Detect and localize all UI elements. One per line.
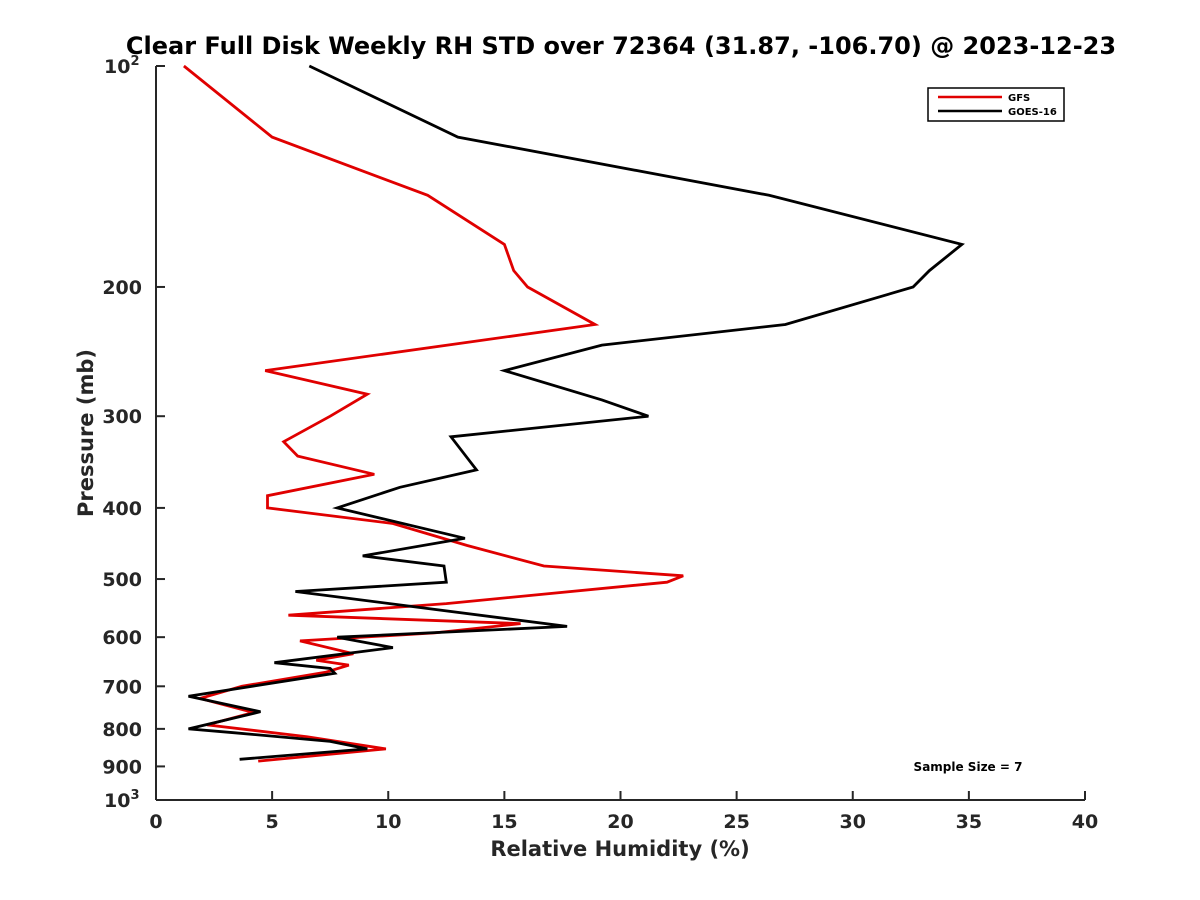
series-line-goes16 <box>188 64 965 761</box>
y-tick-label: 900 <box>102 756 142 778</box>
y-tick-label: 102 <box>104 54 140 78</box>
plot-area <box>155 66 1085 801</box>
y-tick-label: 400 <box>102 498 142 520</box>
legend-label-goes16: GOES-16 <box>1008 107 1057 118</box>
x-tick-label: 10 <box>375 811 401 833</box>
series-layer <box>183 64 965 763</box>
y-tick-label: 500 <box>102 569 142 591</box>
series-line-gfs <box>183 64 684 763</box>
x-tick-label: 30 <box>840 811 866 833</box>
y-tick-label: 600 <box>102 627 142 649</box>
x-tick-label: 5 <box>266 811 279 833</box>
x-tick-label: 15 <box>491 811 517 833</box>
x-tick-label: 0 <box>149 811 162 833</box>
y-tick-label: 200 <box>102 277 142 299</box>
legend: GFS GOES-16 <box>927 87 1065 122</box>
x-tick-label: 40 <box>1072 811 1098 833</box>
sample-size-annotation: Sample Size = 7 <box>914 760 1023 774</box>
x-ticks: 0 5 10 15 20 25 30 35 40 <box>149 791 1098 833</box>
x-tick-label: 20 <box>607 811 633 833</box>
legend-label-gfs: GFS <box>1008 93 1030 104</box>
y-tick-label: 103 <box>104 788 140 812</box>
x-axis-label: Relative Humidity (%) <box>490 837 749 861</box>
y-tick-label: 700 <box>102 676 142 698</box>
y-tick-label: 800 <box>102 719 142 741</box>
chart-title: Clear Full Disk Weekly RH STD over 72364… <box>126 32 1116 60</box>
y-axis-label: Pressure (mb) <box>74 349 98 517</box>
legend-box <box>927 87 1065 122</box>
y-ticks: 102 200 300 400 500 600 700 800 900 103 <box>102 54 165 812</box>
x-tick-label: 25 <box>723 811 749 833</box>
y-tick-label: 300 <box>102 406 142 428</box>
x-tick-label: 35 <box>956 811 982 833</box>
